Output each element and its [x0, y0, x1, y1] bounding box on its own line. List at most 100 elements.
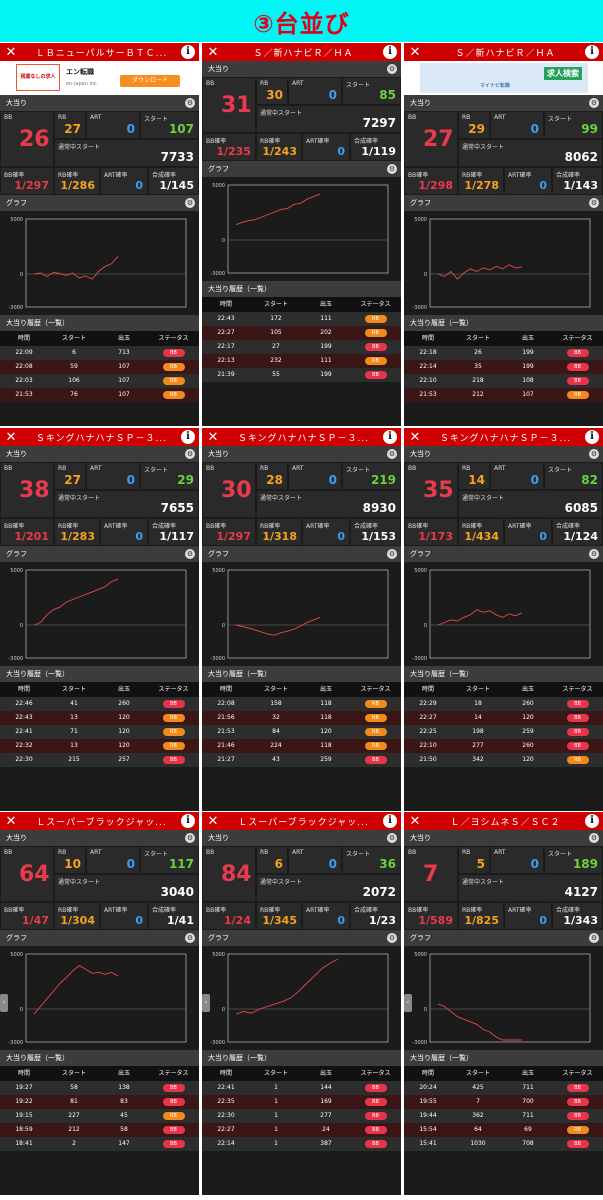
settings-icon[interactable]: ⚙	[589, 449, 599, 459]
info-icon[interactable]: i	[383, 814, 397, 828]
graph-area: 5000 0 -3000	[0, 211, 199, 315]
close-icon[interactable]: ✕	[409, 813, 421, 829]
history-row: 18:59 212 58 BB	[0, 1123, 199, 1137]
close-icon[interactable]: ✕	[5, 813, 17, 829]
section-title: 大当り履歴（一覧）	[208, 670, 271, 678]
y-tick-label: -3000	[412, 656, 427, 662]
settings-icon[interactable]: ⚙	[185, 198, 195, 208]
rb-count-value: 5	[476, 857, 485, 871]
history-start: 6	[72, 349, 76, 356]
bb-probability-cell: BB確率 1/589	[404, 902, 458, 930]
history-payout: 202	[320, 329, 332, 336]
graph-frame	[227, 184, 389, 274]
info-icon[interactable]: i	[585, 814, 599, 828]
combined-probability-label: 合成確率	[556, 172, 581, 179]
info-icon[interactable]: i	[181, 430, 195, 444]
scroll-left-arrow[interactable]: ‹	[202, 994, 210, 1012]
machine-panel: ✕ ＳキングハナハナＳＰ－３... i 大当り ⚙ BB 38 RB 27 ART 0 スタート 29 通…	[0, 428, 199, 811]
info-icon[interactable]: i	[383, 45, 397, 59]
status-badge: RB	[162, 741, 185, 750]
history-row: 21:53 76 107 RB	[0, 388, 199, 402]
history-status: RB	[148, 374, 199, 388]
history-status: BB	[552, 739, 603, 753]
settings-icon[interactable]: ⚙	[589, 98, 599, 108]
settings-icon[interactable]: ⚙	[387, 833, 397, 843]
info-icon[interactable]: i	[585, 430, 599, 444]
settings-icon[interactable]: ⚙	[387, 449, 397, 459]
slump-line	[33, 255, 119, 280]
close-icon[interactable]: ✕	[409, 44, 421, 60]
ad-banner[interactable]: 求人検索 マイナビ転職	[404, 61, 603, 95]
history-row: 22:17 27 199 BB	[202, 340, 401, 354]
settings-icon[interactable]: ⚙	[185, 933, 195, 943]
combined-probability-label: 合成確率	[354, 907, 379, 914]
status-badge: RB	[162, 1111, 185, 1120]
settings-icon[interactable]: ⚙	[185, 833, 195, 843]
start-count-value: 189	[572, 857, 598, 871]
bb-probability-label: BB確率	[4, 172, 25, 179]
rb-probability-value: 1/304	[60, 914, 95, 927]
history-payout: 199	[522, 349, 534, 356]
ad-download-button[interactable]: ダウンロード	[120, 75, 180, 87]
status-badge: BB	[566, 348, 589, 357]
history-start: 218	[472, 377, 484, 384]
normal-start-count-label: 通常中スタート	[260, 110, 303, 117]
close-icon[interactable]: ✕	[5, 429, 17, 445]
history-start: 55	[272, 371, 280, 378]
close-icon[interactable]: ✕	[409, 429, 421, 445]
scroll-left-arrow[interactable]: ‹	[404, 994, 412, 1012]
art-probability-label: ART確率	[104, 523, 128, 530]
close-icon[interactable]: ✕	[207, 429, 219, 445]
close-icon[interactable]: ✕	[207, 813, 219, 829]
info-icon[interactable]: i	[585, 45, 599, 59]
history-payout: 120	[522, 756, 534, 763]
panel-header: ✕ Ｓ／新ハナビＲ／ＨＡ i	[202, 43, 401, 61]
settings-icon[interactable]: ⚙	[387, 64, 397, 74]
history-payout: 257	[118, 756, 130, 763]
history-table-header: 時間 スタート 出玉 ステータス	[202, 682, 401, 697]
close-icon[interactable]: ✕	[207, 44, 219, 60]
graph-area: 5000 0 -3000	[404, 946, 603, 1050]
settings-icon[interactable]: ⚙	[589, 549, 599, 559]
combined-probability-value: 1/153	[361, 530, 396, 543]
history-start: 64	[474, 1126, 482, 1133]
combined-probability-label: 合成確率	[556, 907, 581, 914]
info-icon[interactable]: i	[383, 430, 397, 444]
settings-icon[interactable]: ⚙	[387, 933, 397, 943]
combined-probability-value: 1/41	[167, 914, 194, 927]
section-title: グラフ	[6, 199, 27, 207]
column-header-time: 時間	[421, 1070, 434, 1077]
history-start: 342	[472, 756, 484, 763]
history-status: BB	[148, 1095, 199, 1109]
bb-probability-cell: BB確率 1/173	[404, 518, 458, 546]
history-status: RB	[350, 354, 401, 368]
y-tick-label: 0	[424, 272, 427, 278]
info-icon[interactable]: i	[181, 814, 195, 828]
history-time: 19:55	[419, 1098, 437, 1105]
settings-icon[interactable]: ⚙	[589, 933, 599, 943]
settings-icon[interactable]: ⚙	[185, 98, 195, 108]
slump-line	[235, 958, 339, 1015]
history-status: BB	[148, 1081, 199, 1095]
history-time: 21:50	[419, 756, 437, 763]
normal-start-count-cell: 通常中スタート 6085	[458, 490, 603, 518]
settings-icon[interactable]: ⚙	[387, 164, 397, 174]
machine-panel: ✕ Ｌ／ヨシムネＳ／ＳＣ２ i 大当り ⚙ BB 7 RB 5 ART 0 スタート 189 通常中スター…	[404, 812, 603, 1195]
settings-icon[interactable]: ⚙	[387, 549, 397, 559]
status-badge: RB	[566, 390, 589, 399]
history-start: 84	[272, 728, 280, 735]
history-time: 22:41	[15, 728, 33, 735]
ad-banner[interactable]: 残業なしの求人 エン転職 en-japan inc. ダウンロード	[0, 61, 199, 95]
panel-header: ✕ ＳキングハナハナＳＰ－３... i	[0, 428, 199, 446]
settings-icon[interactable]: ⚙	[185, 549, 195, 559]
status-badge: RB	[162, 376, 185, 385]
rb-probability-cell: RB確率 1/318	[256, 518, 302, 546]
scroll-left-arrow[interactable]: ‹	[0, 994, 8, 1012]
settings-icon[interactable]: ⚙	[589, 833, 599, 843]
close-icon[interactable]: ✕	[5, 44, 17, 60]
combined-probability-value: 1/145	[159, 179, 194, 192]
info-icon[interactable]: i	[181, 45, 195, 59]
settings-icon[interactable]: ⚙	[185, 449, 195, 459]
section-title: 大当り	[6, 450, 27, 458]
settings-icon[interactable]: ⚙	[589, 198, 599, 208]
